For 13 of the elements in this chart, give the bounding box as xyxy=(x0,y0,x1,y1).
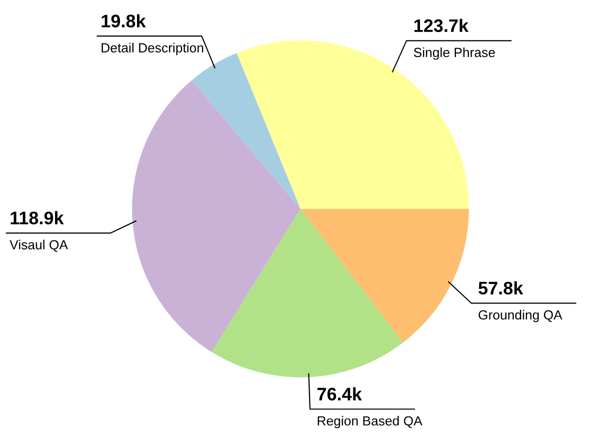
slice-label: Grounding QA xyxy=(478,310,562,322)
data-label: 19.8k xyxy=(102,14,146,28)
data-label: 123.7k xyxy=(414,18,469,32)
data-label: 57.8k xyxy=(478,281,524,295)
slice-label: Single Phrase xyxy=(414,47,495,60)
pie-slice xyxy=(132,80,300,352)
pie-slice xyxy=(300,208,469,342)
slice-label: Visaul QA xyxy=(10,240,68,252)
data-label: 118.9k xyxy=(10,211,64,224)
pie-slice xyxy=(212,208,404,378)
slice-label: Region Based QA xyxy=(318,416,422,428)
slice-label: Detail Description xyxy=(102,42,204,56)
data-label: 76.4k xyxy=(318,387,362,400)
